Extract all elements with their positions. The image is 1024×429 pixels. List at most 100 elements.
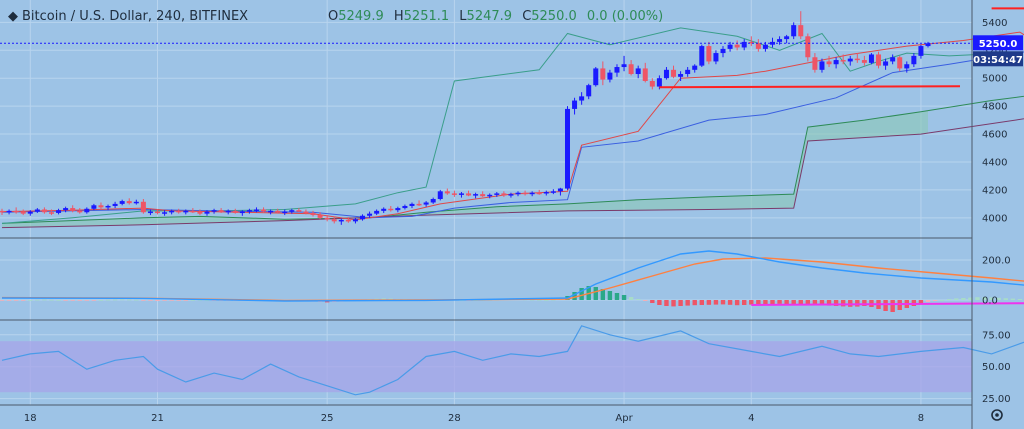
macd-hist-bar-28: [197, 299, 203, 301]
candle-body-88: [621, 64, 627, 68]
x-tick-label-4: Apr: [615, 413, 633, 424]
macd-hist-bar-9: [63, 300, 68, 301]
candle-body-78: [550, 191, 556, 193]
candle-body-120: [847, 58, 853, 62]
macd-hist-bar-134: [947, 299, 952, 300]
price-tick-label-6: 5200: [982, 46, 1007, 57]
macd-hist-bar-12: [84, 300, 90, 301]
macd-hist-bar-107: [756, 300, 761, 305]
macd-hist-bar-17: [119, 299, 125, 301]
candle-body-76: [536, 192, 542, 195]
macd-hist-bar-122: [862, 300, 867, 306]
x-tick-label-1: 21: [151, 413, 164, 424]
candle-body-17: [119, 201, 125, 204]
rsi-tick-label-1: 50.00: [982, 362, 1011, 373]
candle-body-48: [338, 219, 344, 222]
macd-hist-bar-130: [918, 300, 924, 304]
candle-body-59: [416, 203, 422, 206]
candle-body-94: [663, 69, 669, 79]
candle-body-0: [0, 210, 5, 213]
macd-hist-bar-91: [643, 300, 648, 301]
macd-hist-bar-98: [692, 300, 697, 306]
candle-body-47: [331, 219, 337, 222]
candle-body-12: [84, 208, 90, 213]
macd-hist-bar-6: [42, 299, 47, 301]
macd-hist-bar-117: [826, 300, 832, 306]
candle-body-101: [713, 53, 719, 62]
candle-body-114: [805, 36, 811, 58]
rsi-band: [0, 341, 972, 393]
candle-body-103: [727, 44, 733, 49]
candle-body-106: [748, 41, 754, 44]
macd-hist-bar-76: [537, 299, 542, 301]
macd-hist-bar-88: [621, 295, 627, 300]
price-tick-label-7: 5400: [982, 18, 1007, 29]
candle-body-102: [720, 48, 726, 54]
macd-hist-bar-87: [614, 293, 620, 300]
candle-body-77: [543, 192, 549, 194]
candle-body-113: [798, 25, 804, 37]
candle-body-19: [133, 201, 139, 204]
macd-hist-bar-85: [600, 289, 606, 300]
macd-tick-label-0: 0.0: [982, 296, 998, 307]
candle-body-91: [642, 68, 648, 81]
candle-body-57: [402, 205, 408, 209]
rsi-tick-label-2: 75.00: [982, 330, 1011, 341]
candle-body-30: [211, 210, 217, 212]
candle-body-97: [685, 69, 691, 75]
macd-hist-bar-75: [529, 299, 535, 301]
candle-body-105: [741, 41, 747, 48]
candle-body-84: [593, 68, 599, 86]
price-tick-label-5: 5000: [982, 74, 1007, 85]
candle-body-28: [197, 211, 203, 214]
candle-body-86: [607, 72, 613, 80]
candle-body-95: [671, 69, 677, 77]
candle-body-21: [147, 211, 153, 214]
candle-body-68: [480, 194, 486, 197]
macd-hist-bar-111: [784, 300, 789, 304]
macd-pane: [0, 250, 1024, 312]
candle-body-82: [579, 96, 585, 101]
macd-hist-bar-16: [112, 299, 118, 301]
symbol-title: Bitcoin / U.S. Dollar, 240, BITFINEX: [22, 9, 248, 24]
candle-body-18: [126, 201, 132, 204]
ichimoku-kijun-line: [1, 51, 1024, 219]
candle-body-128: [904, 64, 910, 69]
macd-hist-bar-26: [183, 300, 188, 301]
macd-hist-bar-96: [678, 300, 683, 306]
macd-hist-bar-126: [890, 300, 895, 312]
macd-hist-bar-81: [572, 292, 577, 300]
candle-body-11: [77, 210, 83, 213]
macd-hist-bar-101: [713, 300, 719, 305]
macd-hist-bar-13: [91, 300, 97, 301]
candle-body-80: [564, 108, 570, 189]
macd-line: [1, 250, 1024, 302]
candle-body-24: [169, 210, 175, 213]
candle-body-119: [840, 60, 846, 62]
macd-hist-bar-100: [706, 300, 712, 305]
candle-body-67: [473, 194, 479, 196]
macd-hist-bar-106: [749, 300, 754, 305]
candle-body-55: [388, 208, 394, 211]
macd-hist-bar-93: [657, 300, 662, 305]
candle-body-85: [600, 68, 606, 80]
candle-body-36: [253, 209, 259, 211]
settings-gear-icon[interactable]: [991, 409, 1003, 421]
candle-body-127: [897, 57, 903, 69]
candle-body-33: [232, 210, 238, 213]
macd-hist-bar-131: [925, 300, 931, 302]
candle-body-74: [522, 192, 528, 195]
candle-body-4: [27, 211, 33, 214]
price-tick-label-1: 4200: [982, 185, 1007, 196]
candle-body-64: [451, 193, 457, 195]
candle-body-39: [275, 210, 281, 213]
candle-body-115: [812, 57, 818, 70]
support-line: [659, 85, 961, 89]
x-tick-label-0: 18: [24, 413, 37, 424]
rsi-tick-label-0: 25.00: [982, 394, 1011, 405]
candle-body-13: [91, 205, 97, 209]
macd-hist-bar-66: [466, 300, 471, 301]
candle-body-41: [289, 210, 295, 212]
macd-hist-bar-141: [996, 297, 1001, 300]
